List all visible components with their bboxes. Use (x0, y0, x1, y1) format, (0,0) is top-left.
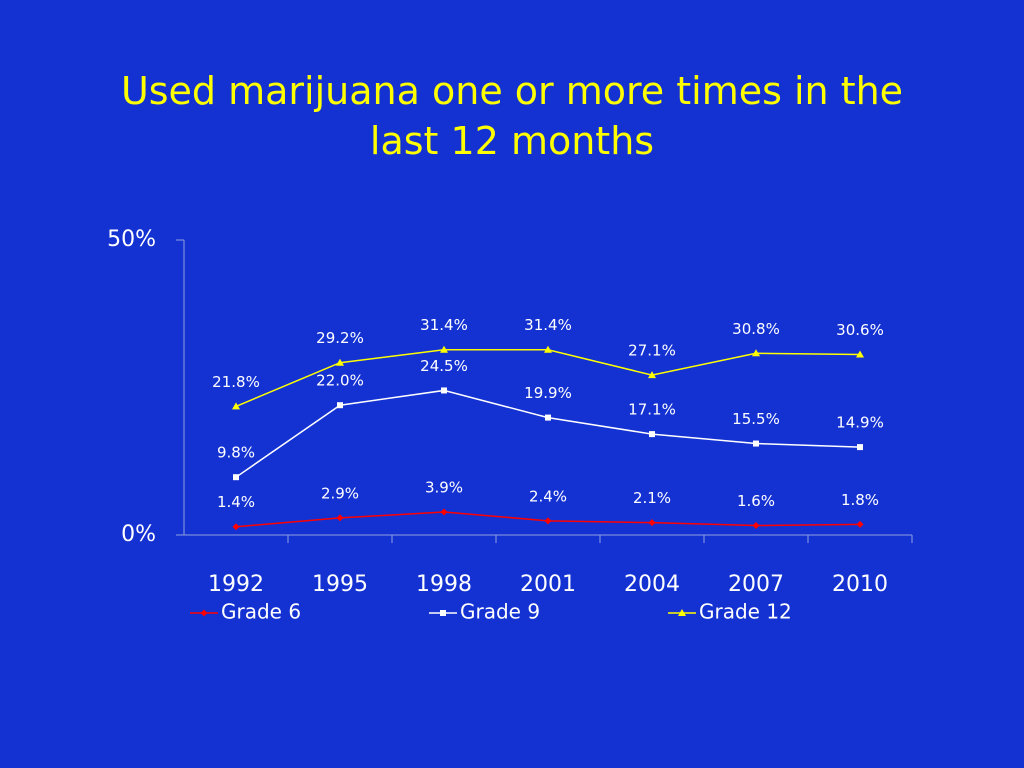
data-point (441, 387, 447, 394)
data-point (649, 431, 655, 438)
data-label: 30.8% (732, 320, 780, 338)
data-point (648, 371, 656, 379)
data-label: 27.1% (628, 342, 676, 360)
x-tick-label: 1998 (416, 572, 472, 597)
legend-label: Grade 9 (460, 600, 540, 624)
data-label: 22.0% (316, 372, 364, 390)
y-tick-label: 50% (107, 227, 156, 252)
x-tick-label: 2010 (832, 572, 888, 597)
data-label: 1.4% (217, 493, 255, 511)
data-label: 3.9% (425, 478, 463, 496)
data-label: 29.2% (316, 329, 364, 347)
legend-label: Grade 6 (221, 600, 301, 624)
x-tick-label: 1995 (312, 572, 368, 597)
data-point (440, 345, 448, 353)
data-point (337, 402, 343, 409)
legend-label: Grade 12 (699, 600, 792, 624)
data-label: 24.5% (420, 357, 468, 375)
x-tick-label: 2007 (728, 572, 784, 597)
data-point (544, 345, 552, 353)
legend-marker (200, 609, 208, 617)
data-label: 2.1% (633, 489, 671, 507)
legend-marker (678, 609, 686, 616)
data-label: 15.5% (732, 410, 780, 428)
data-label: 30.6% (836, 321, 884, 339)
data-point (544, 517, 552, 525)
x-tick-label: 2001 (520, 572, 576, 597)
data-label: 17.1% (628, 401, 676, 419)
data-label: 9.8% (217, 444, 255, 462)
series-line (235, 389, 861, 478)
x-tick-label: 1992 (208, 572, 264, 597)
data-label: 2.9% (321, 484, 359, 502)
data-label: 2.4% (529, 487, 567, 505)
data-point (752, 522, 760, 530)
data-point (336, 514, 344, 522)
data-point (232, 402, 240, 410)
data-point (856, 350, 864, 358)
data-label: 19.9% (524, 384, 572, 402)
data-point (232, 523, 240, 531)
data-point (336, 358, 344, 366)
data-point (233, 474, 239, 481)
x-tick-label: 2004 (624, 572, 680, 597)
data-point (752, 349, 760, 357)
data-point (545, 414, 551, 421)
data-label: 1.6% (737, 492, 775, 510)
data-point (440, 508, 448, 516)
data-label: 31.4% (524, 316, 572, 334)
data-point (856, 520, 864, 528)
data-label: 14.9% (836, 414, 884, 432)
data-point (857, 444, 863, 451)
data-label: 1.8% (841, 491, 879, 509)
chart-title: Used marijuana one or more times in the … (120, 69, 904, 163)
data-label: 31.4% (420, 316, 468, 334)
data-point (753, 440, 759, 447)
y-tick-label: 0% (121, 522, 156, 547)
legend-marker (440, 610, 446, 616)
data-point (648, 519, 656, 527)
data-label: 21.8% (212, 373, 260, 391)
